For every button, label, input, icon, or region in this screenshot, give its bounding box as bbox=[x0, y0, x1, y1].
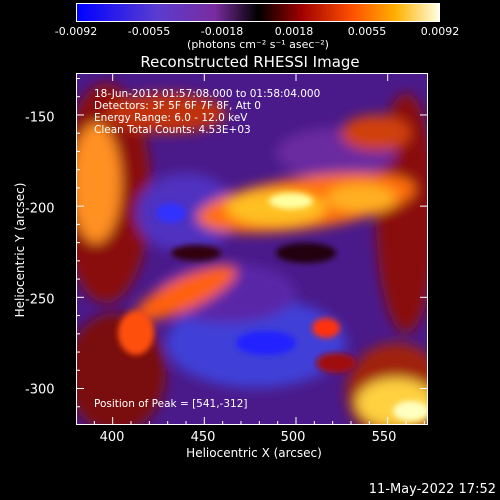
heatmap-region-15 bbox=[341, 115, 411, 151]
annotation-peak: Position of Peak = [541,-312] bbox=[94, 398, 248, 410]
heatmap-detail-6 bbox=[171, 245, 221, 261]
x-tick-label: 400 bbox=[99, 430, 125, 445]
heatmap-detail-2 bbox=[236, 331, 296, 355]
heatmap-region-13 bbox=[76, 123, 121, 243]
x-tick-label: 500 bbox=[280, 430, 306, 445]
colorbar-unit: (photons cm⁻² s⁻¹ asec⁻²) bbox=[187, 38, 329, 51]
annotation-time-range: 18-Jun-2012 01:57:08.000 to 01:58:04.000 bbox=[94, 88, 321, 100]
heatmap-detail-8 bbox=[118, 311, 154, 355]
colorbar-tick: -0.0018 bbox=[200, 25, 244, 38]
y-tick-label: -150 bbox=[25, 110, 55, 126]
heatmap-detail-5 bbox=[276, 243, 336, 263]
colorbar-tick: 0.0055 bbox=[347, 25, 387, 38]
date-stamp: 11-May-2022 17:52 bbox=[368, 482, 496, 497]
y-tick-label: -250 bbox=[25, 292, 55, 308]
y-tick-label: -300 bbox=[25, 382, 55, 398]
colorbar-tick: -0.0092 bbox=[54, 25, 98, 38]
heatmap-detail-7 bbox=[316, 353, 356, 373]
x-tick-label: 550 bbox=[371, 430, 397, 445]
heatmap-region-12 bbox=[106, 93, 226, 133]
colorbar-tick: 0.0018 bbox=[274, 25, 314, 38]
heatmap-region-11 bbox=[135, 265, 237, 321]
heatmap-image bbox=[76, 73, 428, 425]
colorbar bbox=[76, 3, 440, 22]
x-tick-label: 450 bbox=[190, 430, 216, 445]
plot-frame bbox=[76, 73, 428, 425]
x-axis-label: Heliocentric X (arcsec) bbox=[186, 446, 322, 460]
annotation-energy: Energy Range: 6.0 - 12.0 keV bbox=[94, 112, 248, 124]
plot-area bbox=[76, 73, 428, 425]
annotation-clean: Clean Total Counts: 4.53E+03 bbox=[94, 124, 251, 136]
heatmap-region-10 bbox=[326, 184, 396, 212]
colorbar-tick: 0.0092 bbox=[420, 25, 460, 38]
colorbar-tick: -0.0055 bbox=[127, 25, 171, 38]
heatmap-detail-4 bbox=[312, 318, 340, 338]
y-tick-label: -200 bbox=[25, 201, 55, 217]
annotation-detectors: Detectors: 3F 5F 6F 7F 8F, Att 0 bbox=[94, 100, 261, 112]
heatmap-detail-3 bbox=[156, 203, 186, 223]
chart-title: Reconstructed RHESSI Image bbox=[140, 53, 360, 71]
y-axis-label: Heliocentric Y (arcsec) bbox=[13, 182, 27, 318]
heatmap-detail-1 bbox=[393, 401, 428, 421]
heatmap-detail-0 bbox=[269, 193, 313, 209]
